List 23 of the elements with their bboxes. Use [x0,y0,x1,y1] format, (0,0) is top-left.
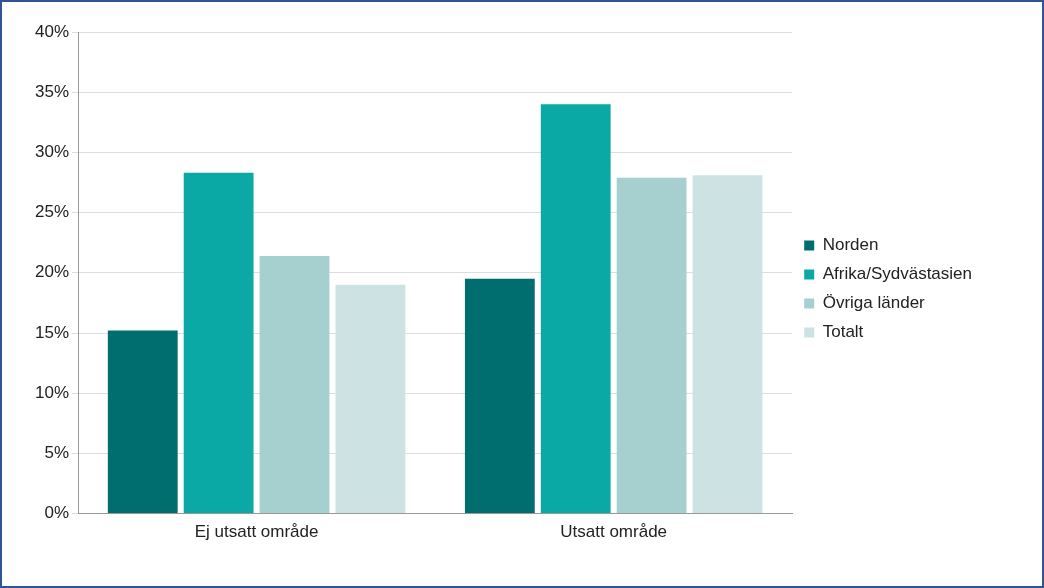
bar [464,278,535,514]
y-tick-label: 35% [34,81,70,101]
legend-label: Afrika/Sydvästasien [822,264,973,284]
bar [259,255,330,514]
bar [540,104,611,514]
y-tick-label: 10% [34,382,70,402]
bar [335,284,406,514]
x-tick-label: Ej utsatt område [194,522,319,542]
legend-label: Totalt [822,322,864,342]
y-tick-label: 0% [44,503,70,523]
bar [616,177,687,514]
legend-label: Övriga länder [822,293,926,313]
bar [107,330,178,514]
y-tick-label: 15% [34,322,70,342]
y-tick-label: 20% [34,262,70,282]
y-tick-label: 40% [34,21,70,41]
y-tick-label: 25% [34,202,70,222]
y-tick-label: 5% [44,443,70,463]
y-tick-label: 30% [34,142,70,162]
bar [692,175,763,514]
legend-label: Norden [822,235,879,255]
x-tick-label: Utsatt område [560,522,668,542]
bar [183,172,254,514]
